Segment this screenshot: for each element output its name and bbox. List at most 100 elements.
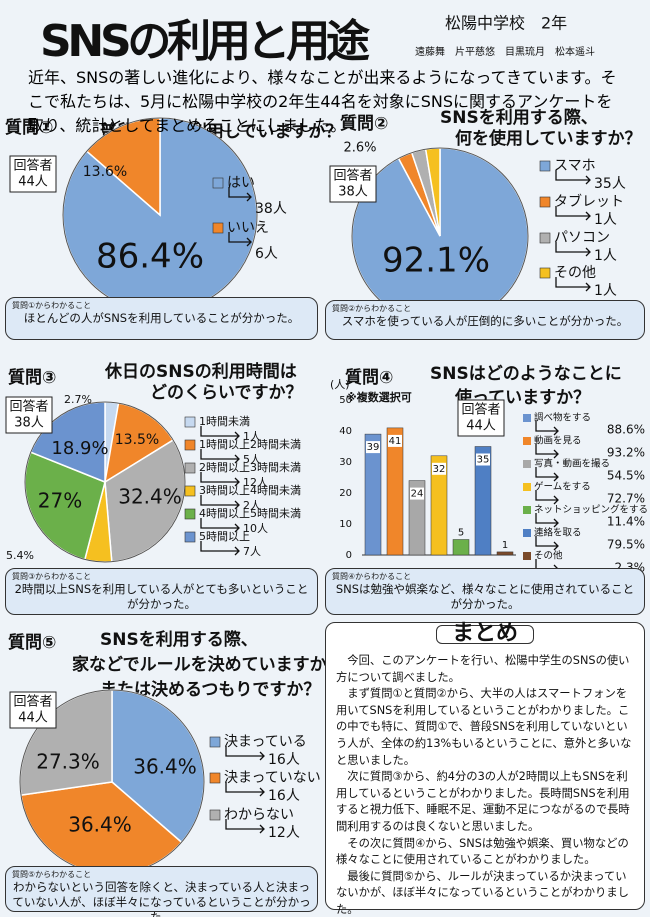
legend-label: パソコン (554, 230, 610, 246)
legend-count: 38人 (255, 201, 287, 217)
bar (386, 427, 404, 556)
respondents: 回答者 (13, 694, 52, 710)
bar-label: 39 (367, 442, 380, 453)
finding-text: スマホを使っている人が圧倒的に多いことが分かった。 (341, 314, 629, 328)
respondents-box (5, 396, 53, 434)
legend-swatch (539, 160, 551, 172)
arrow (535, 467, 559, 482)
summary-paragraph: まず質問①と質問②から、大半の人はスマートフォンを用いてSNSを利用しているとい… (336, 687, 632, 767)
pie-label: 86.4% (96, 237, 204, 277)
bar-label: 35 (477, 455, 490, 466)
arrow (535, 444, 559, 459)
question-label: 質問④ (345, 367, 393, 388)
pie-outline (24, 401, 186, 563)
arrow (225, 819, 265, 834)
bar-label-bg (476, 453, 490, 466)
intro-text: 近年、SNSの著しい進化により、様々なことが出来るようになってきています。そこで… (28, 68, 617, 135)
question-label: 質問② (340, 113, 388, 134)
chart-title: 休日のSNSの利用時間は (104, 361, 297, 382)
legend-count: 6人 (255, 246, 278, 262)
legend-swatch (184, 485, 196, 497)
finding-heading: 質問④からわかること (332, 572, 412, 581)
arrow (228, 187, 252, 202)
pie-label: 13.6% (83, 164, 127, 180)
respondents-box (457, 399, 505, 437)
respondents-box (9, 691, 57, 729)
legend-swatch (539, 232, 551, 244)
legend-label: 5時間以上 (199, 530, 250, 543)
legend-label: その他 (554, 265, 596, 281)
legend-count: 5人 (243, 453, 261, 466)
legend-swatch (523, 529, 531, 537)
pie-label: 36.4% (68, 813, 132, 837)
chart-title: SNSを利用する際、 (440, 107, 598, 128)
pie-label: 2.7% (64, 393, 92, 406)
legend-count: 7人 (243, 545, 261, 558)
legend-swatch (523, 414, 531, 422)
legend-count: 10人 (243, 522, 268, 535)
summary-paragraph: その次に質問④から、SNSは勉強や娯楽、買い物などの様々なことに使用されているこ… (336, 836, 629, 867)
respondents: 44人 (466, 419, 496, 434)
summary-paragraph: 次に質問③から、約4分の3の人が2時間以上もSNSを利用しているということがわか… (336, 770, 630, 833)
y-tick-label: 30 (339, 457, 352, 468)
arrow (555, 206, 591, 221)
finding-heading: 質問⑤からわかること (12, 870, 92, 879)
summary-paragraph: 最後に質問⑤から、ルールが決まっているか決まっていないかが、ほぼ半々になっている… (336, 869, 629, 916)
bar-label: 41 (389, 436, 402, 447)
legend-swatch (523, 506, 531, 514)
pie-label: 36.4% (133, 755, 197, 779)
legend-value: 79.5% (607, 538, 645, 552)
respondents: 44人 (18, 711, 48, 726)
legend-count: 35人 (594, 176, 626, 192)
legend-value: 88.6% (607, 423, 645, 437)
legend-value: 54.5% (607, 469, 645, 483)
respondents: 38人 (338, 185, 368, 200)
legend-label: スマホ (554, 158, 596, 174)
question-label: 質問③ (8, 367, 56, 388)
poster-title: SNSの利用と用途 (40, 16, 370, 67)
respondents: 回答者 (13, 158, 52, 174)
finding-box: 質問④からわかること SNSは勉強や娯楽など、様々なことに使用されていることが分か… (325, 568, 645, 615)
arrow (535, 536, 559, 551)
legend-swatch (209, 809, 221, 821)
arrow (555, 170, 591, 185)
legend-label: 連絡を取る (534, 527, 582, 539)
legend-label: 1時間以上2時間未満 (199, 438, 301, 451)
pie-label: 27.3% (36, 750, 100, 774)
legend-count: 1人 (594, 248, 617, 264)
legend-count: 1人 (594, 212, 617, 228)
summary-title: まとめ (436, 623, 534, 644)
legend-count: 1人 (243, 430, 261, 443)
legend-swatch (539, 196, 551, 208)
legend-count: 12人 (243, 476, 268, 489)
arrow (225, 782, 265, 797)
intro: 近年、SNSの著しい進化により、様々なことが出来るようになってきています。そこで… (28, 64, 628, 136)
legend-value: 72.7% (607, 492, 645, 506)
finding-text: 2時間以上SNSを利用している人がとても多いということが分かった。 (14, 582, 309, 611)
finding-heading: 質問②からわかること (332, 304, 412, 313)
bar-label-bg (432, 462, 446, 475)
legend-swatch (184, 508, 196, 520)
arrow (555, 277, 591, 292)
y-tick-label: 50 (339, 395, 352, 406)
legend-count: 2人 (243, 499, 261, 512)
question-label: 質問① (5, 117, 53, 138)
authors: 遠藤舞 片平慈悠 目黒琉月 松本遥斗 (415, 45, 595, 58)
question-label: 質問⑤ (8, 632, 56, 653)
bar (496, 551, 514, 556)
finding-box: 質問①からわかること ほとんどの人がSNSを利用していることが分かった。 (5, 297, 318, 340)
y-tick-label: 20 (339, 488, 352, 499)
legend-label: 1時間未満 (199, 415, 250, 428)
bar-label-bg (366, 441, 380, 454)
legend-swatch (184, 531, 196, 543)
legend-value: 93.2% (607, 446, 645, 460)
legend-swatch (184, 462, 196, 474)
finding-box: 質問⑤からわかること わからないという回答を除くと、決まっている人と決まっていない… (5, 866, 318, 917)
bar (430, 455, 448, 556)
legend-swatch (523, 552, 531, 560)
legend-label: いいえ (227, 220, 269, 236)
arrow (200, 449, 240, 464)
finding-heading: 質問①からわかること (12, 301, 92, 310)
